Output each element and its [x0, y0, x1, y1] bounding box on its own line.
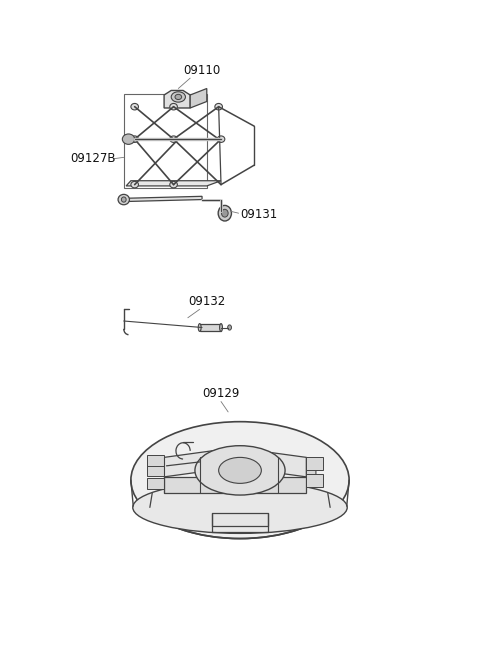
Bar — [306, 474, 323, 487]
Text: 09129: 09129 — [203, 387, 240, 400]
Ellipse shape — [215, 103, 222, 110]
Polygon shape — [126, 196, 202, 202]
Ellipse shape — [228, 325, 231, 330]
Ellipse shape — [198, 324, 201, 331]
Ellipse shape — [122, 134, 135, 144]
Ellipse shape — [218, 206, 231, 221]
Polygon shape — [190, 88, 207, 108]
Text: 09127B: 09127B — [70, 152, 116, 165]
Bar — [147, 465, 164, 476]
Ellipse shape — [118, 195, 130, 205]
Ellipse shape — [170, 136, 178, 142]
Bar — [164, 477, 306, 493]
Ellipse shape — [133, 481, 347, 533]
Bar — [306, 457, 323, 470]
Polygon shape — [200, 324, 221, 331]
Ellipse shape — [195, 445, 285, 495]
Text: 09132: 09132 — [188, 295, 226, 308]
Ellipse shape — [170, 103, 178, 110]
Ellipse shape — [221, 210, 228, 217]
Ellipse shape — [219, 457, 261, 483]
Ellipse shape — [131, 103, 138, 110]
Bar — [124, 94, 207, 188]
Ellipse shape — [170, 181, 178, 188]
Text: 09131: 09131 — [240, 208, 277, 221]
Bar — [147, 478, 164, 489]
Ellipse shape — [219, 324, 222, 331]
Polygon shape — [126, 181, 221, 186]
Ellipse shape — [131, 181, 138, 188]
Ellipse shape — [121, 197, 126, 202]
Text: 09110: 09110 — [183, 64, 221, 77]
Ellipse shape — [217, 136, 225, 142]
Polygon shape — [164, 90, 190, 108]
Polygon shape — [212, 513, 268, 525]
Ellipse shape — [171, 92, 185, 102]
Polygon shape — [306, 457, 316, 487]
Bar — [147, 455, 164, 466]
Ellipse shape — [175, 94, 181, 100]
Polygon shape — [164, 447, 306, 477]
Ellipse shape — [131, 136, 138, 142]
Ellipse shape — [131, 422, 349, 538]
